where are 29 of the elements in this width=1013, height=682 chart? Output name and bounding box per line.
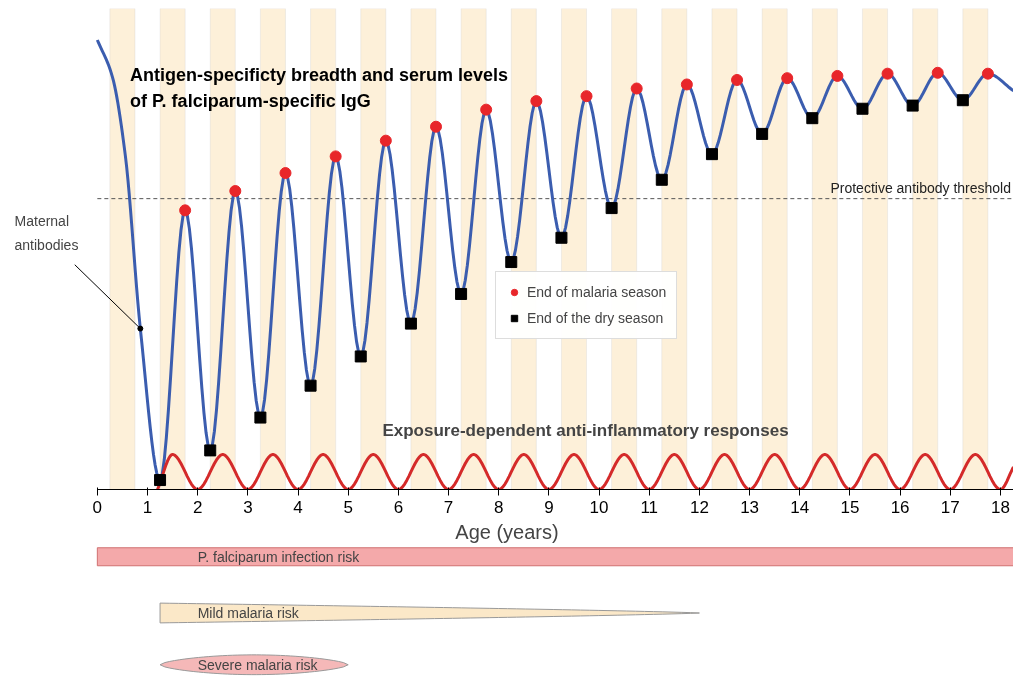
ref-line-label: Protective antibody threshold <box>830 179 1011 196</box>
x-tick-label: 2 <box>192 497 203 517</box>
x-tick-label: 7 <box>443 497 454 517</box>
x-axis-title: Age (years) <box>455 520 559 543</box>
x-tick-label: 11 <box>640 497 659 517</box>
x-tick-label: 15 <box>840 497 860 517</box>
annotation: Exposure-dependent anti-inflammatory responses <box>382 421 789 441</box>
text: Mild malaria risk <box>197 605 300 621</box>
text: Antigen-specificty breadth and serum levels of P. falciparum-specific IgG <box>129 64 509 111</box>
text: Maternal antibodies <box>14 212 79 254</box>
x-tick-label: 3 <box>243 497 253 517</box>
x-tick-label: 4 <box>293 497 303 517</box>
x-tick-label: 10 <box>589 497 609 517</box>
x-tick-label: 14 <box>790 497 810 517</box>
x-tick-label: 8 <box>493 497 504 517</box>
x-tick-label: 0 <box>92 497 103 517</box>
text: Severe malaria risk <box>197 656 319 673</box>
text: P. falciparum infection risk <box>197 548 361 565</box>
x-tick-label: 17 <box>940 497 960 517</box>
x-tick-label: 16 <box>890 497 910 517</box>
x-tick-label: 12 <box>689 497 709 517</box>
legend-label: End of malaria season <box>527 284 667 300</box>
x-tick-label: 13 <box>740 497 760 517</box>
x-tick-label: 5 <box>343 497 353 517</box>
x-tick-label: 9 <box>544 497 554 517</box>
x-tick-label: 6 <box>393 497 404 517</box>
legend-label: End of the dry season <box>527 310 664 326</box>
x-tick-label: 1 <box>142 497 153 517</box>
x-tick-label: 18 <box>991 497 1010 517</box>
